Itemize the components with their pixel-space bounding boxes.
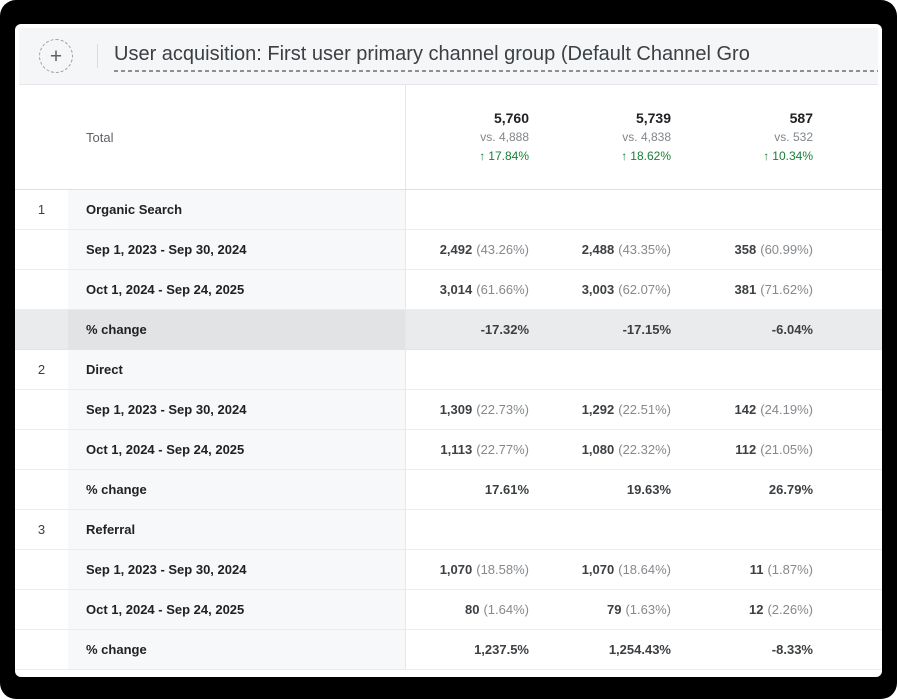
table-row-percent-change[interactable]: % change 1,237.5% 1,254.43% -8.33%: [15, 630, 882, 670]
up-arrow-icon: ↑: [479, 148, 486, 163]
table-row-period[interactable]: Oct 1, 2024 - Sep 24, 2025 1,113 (22.77%)…: [15, 430, 882, 470]
table-row-period[interactable]: Sep 1, 2023 - Sep 30, 2024 2,492 (43.26%)…: [15, 230, 882, 270]
date-range-label: Sep 1, 2023 - Sep 30, 2024: [68, 390, 405, 429]
header-divider: [97, 44, 98, 68]
report-panel: + User acquisition: First user primary c…: [15, 24, 882, 677]
table-row-percent-change[interactable]: % change 17.61% 19.63% 26.79%: [15, 470, 882, 510]
row-index: 3: [37, 522, 46, 537]
percent-change-label: % change: [68, 630, 405, 669]
table-row-channel[interactable]: 1 Organic Search: [15, 190, 882, 230]
table-row-period[interactable]: Sep 1, 2023 - Sep 30, 2024 1,070 (18.58%)…: [15, 550, 882, 590]
acquisition-table: Total 5,760 vs. 4,888 ↑ 17.84% 5,739 vs. …: [15, 85, 882, 670]
channel-name: Organic Search: [68, 190, 405, 229]
row-index: 1: [37, 202, 46, 217]
date-range-label: Oct 1, 2024 - Sep 24, 2025: [68, 270, 405, 309]
table-row-period[interactable]: Oct 1, 2024 - Sep 24, 2025 80 (1.64%) 79(…: [15, 590, 882, 630]
row-index: 2: [37, 362, 46, 377]
percent-change-label: % change: [68, 310, 405, 349]
report-header: + User acquisition: First user primary c…: [19, 28, 878, 85]
channel-name: Direct: [68, 350, 405, 389]
totals-label: Total: [86, 129, 114, 145]
date-range-label: Sep 1, 2023 - Sep 30, 2024: [68, 550, 405, 589]
table-row-percent-change[interactable]: % change -17.32% -17.15% -6.04%: [15, 310, 882, 350]
up-arrow-icon: ↑: [621, 148, 628, 163]
total-metric-2: 5,739 vs. 4,838 ↑ 18.62%: [621, 109, 671, 163]
date-range-label: Oct 1, 2024 - Sep 24, 2025: [68, 590, 405, 629]
total-metric-3: 587 vs. 532 ↑ 10.34%: [763, 109, 813, 163]
up-arrow-icon: ↑: [763, 148, 770, 163]
date-range-label: Sep 1, 2023 - Sep 30, 2024: [68, 230, 405, 269]
table-row-channel[interactable]: 2 Direct: [15, 350, 882, 390]
report-title[interactable]: User acquisition: First user primary cha…: [114, 42, 878, 72]
total-metric-1: 5,760 vs. 4,888 ↑ 17.84%: [479, 109, 529, 163]
table-row-period[interactable]: Sep 1, 2023 - Sep 30, 2024 1,309 (22.73%)…: [15, 390, 882, 430]
percent-change-label: % change: [68, 470, 405, 509]
report-title-wrap: User acquisition: First user primary cha…: [114, 41, 878, 72]
totals-row: Total 5,760 vs. 4,888 ↑ 17.84% 5,739 vs. …: [15, 85, 882, 190]
date-range-label: Oct 1, 2024 - Sep 24, 2025: [68, 430, 405, 469]
table-row-period[interactable]: Oct 1, 2024 - Sep 24, 2025 3,014 (61.66%)…: [15, 270, 882, 310]
add-comparison-button[interactable]: +: [39, 39, 73, 73]
channel-name: Referral: [68, 510, 405, 549]
table-row-channel[interactable]: 3 Referral: [15, 510, 882, 550]
